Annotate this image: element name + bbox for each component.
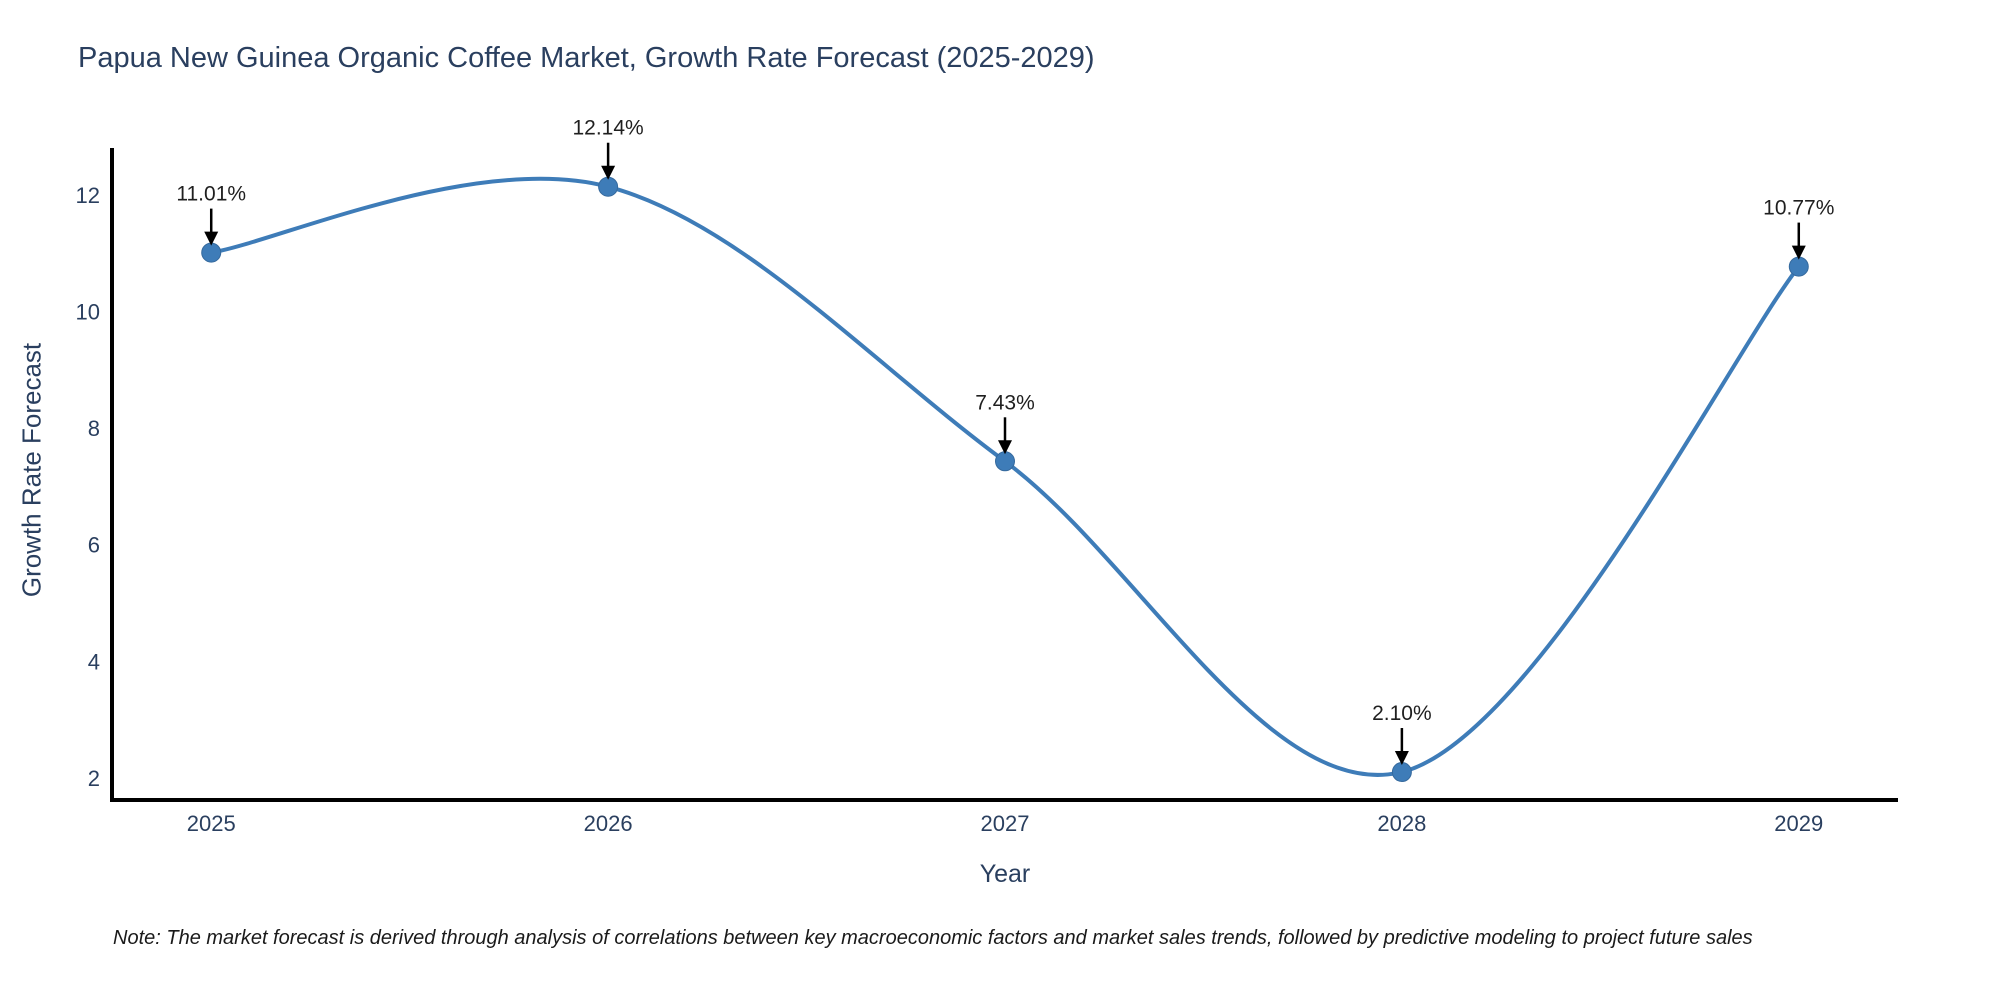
data-point-marker	[995, 451, 1015, 472]
x-tick-label: 2028	[1377, 811, 1426, 836]
series-line	[209, 176, 1801, 777]
annotation-arrowhead	[998, 440, 1012, 455]
x-tick-label: 2025	[187, 811, 236, 836]
y-tick-label: 12	[76, 183, 100, 208]
footnote: Note: The market forecast is derived thr…	[113, 927, 1753, 949]
annotation-label: 10.77%	[1763, 197, 1834, 220]
annotation-arrowhead	[1791, 245, 1806, 260]
annotations: 11.01% 12.14% 7.43% 2.10% 10.77%	[176, 117, 1834, 766]
x-tick-label: 2029	[1774, 811, 1823, 836]
annotation-arrowhead	[1394, 751, 1409, 766]
chart-title: Papua New Guinea Organic Coffee Market, …	[78, 42, 1095, 74]
annotation-label: 7.43%	[975, 391, 1035, 414]
data-point-marker	[1391, 762, 1412, 783]
axes	[110, 148, 1898, 802]
annotation-label: 12.14%	[572, 117, 643, 140]
annotation-label: 2.10%	[1372, 702, 1432, 725]
annotation-label: 11.01%	[176, 183, 246, 206]
line-series	[201, 176, 1809, 783]
data-point-marker	[1788, 256, 1809, 277]
tick-labels: 2 4 6 8 10 12 2025 2026 2027 2028 2029	[76, 183, 1824, 836]
y-tick-label: 10	[76, 299, 100, 324]
y-tick-label: 6	[88, 533, 100, 558]
data-point-marker	[598, 176, 619, 197]
x-axis-title: Year	[979, 860, 1031, 888]
y-tick-label: 2	[88, 766, 100, 791]
y-tick-label: 4	[88, 649, 100, 674]
y-tick-label: 8	[88, 416, 100, 441]
x-tick-label: 2027	[981, 811, 1030, 836]
annotation-arrowhead	[204, 231, 219, 246]
annotation-arrowhead	[601, 165, 616, 180]
x-tick-label: 2026	[584, 811, 633, 836]
data-point-marker	[201, 242, 222, 263]
